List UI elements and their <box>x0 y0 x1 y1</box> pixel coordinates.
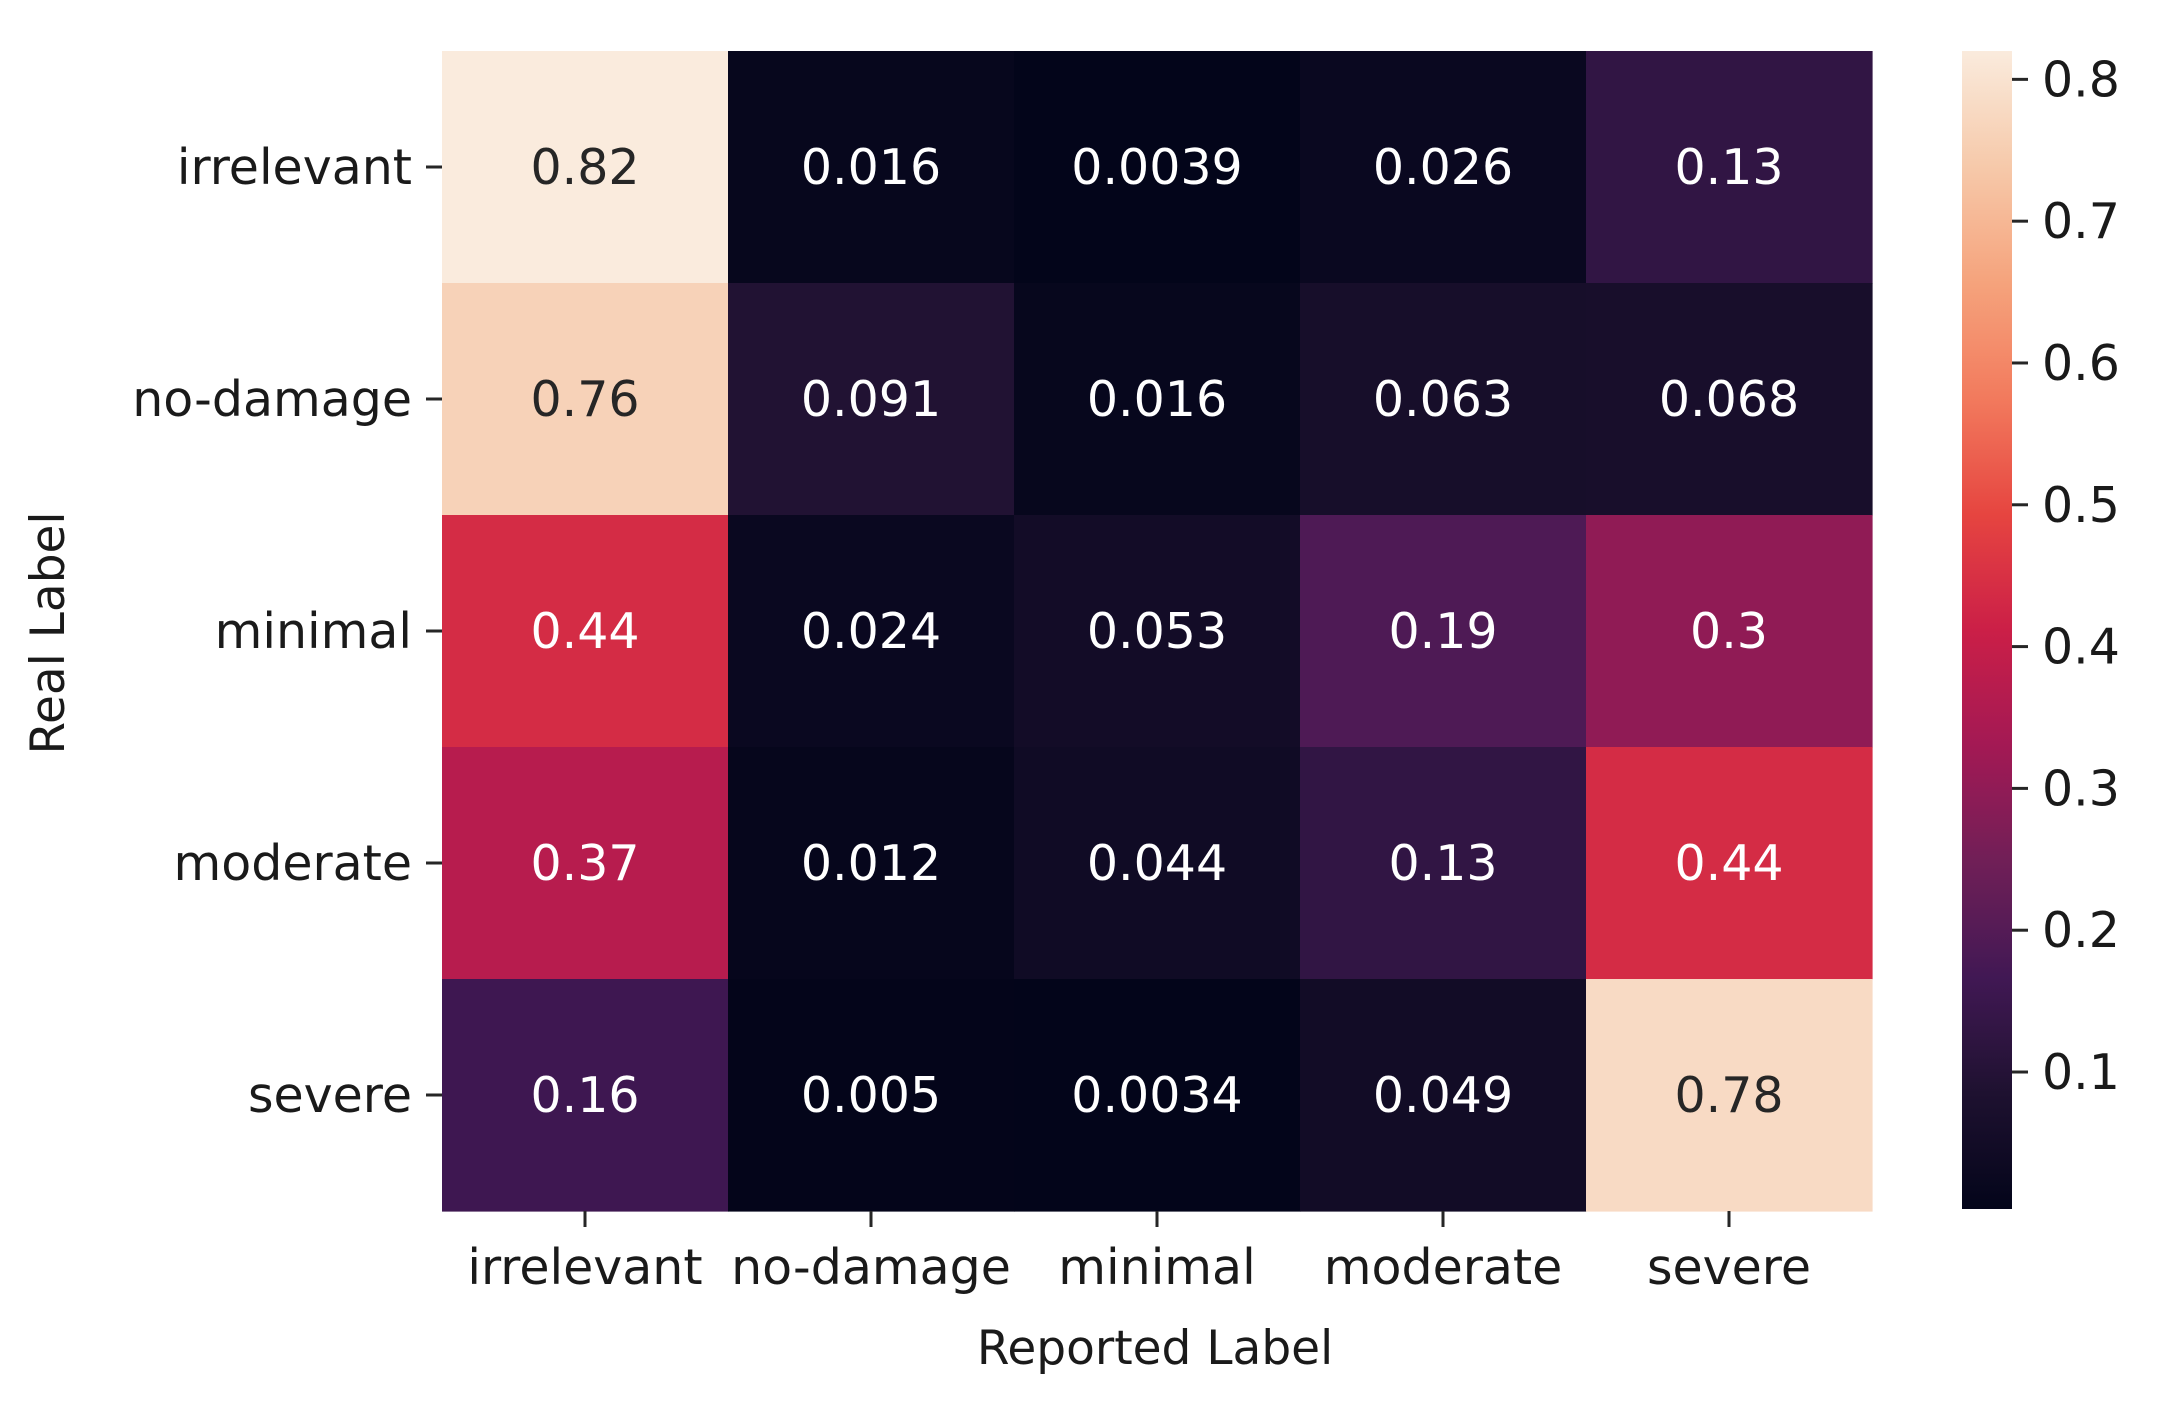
x-tick-label: severe <box>1647 1239 1811 1296</box>
colorbar-tick-label: 0.5 <box>2042 477 2120 534</box>
heatmap-cell <box>728 515 1015 748</box>
cell-value-label: 0.044 <box>1087 835 1227 892</box>
heatmap-cell <box>1586 747 1873 980</box>
heatmap-cell <box>1586 515 1873 748</box>
cell-value-label: 0.024 <box>801 603 941 660</box>
heatmap-cell <box>1300 515 1587 748</box>
cell-value-label: 0.053 <box>1087 603 1227 660</box>
heatmap-cell <box>442 515 729 748</box>
y-axis: irrelevant no-damage minimal moderate severe <box>132 139 442 1124</box>
cell-value-label: 0.016 <box>1087 371 1227 428</box>
heatmap-cell <box>1586 283 1873 516</box>
cell-value-label: 0.44 <box>1674 835 1783 892</box>
x-tick-label: minimal <box>1058 1239 1255 1296</box>
heatmap-cells <box>442 51 1873 1212</box>
colorbar-tick-label: 0.7 <box>2042 193 2120 250</box>
colorbar-tick-label: 0.6 <box>2042 335 2120 392</box>
heatmap-cell <box>728 283 1015 516</box>
cell-value-label: 0.13 <box>1388 835 1497 892</box>
cell-value-label: 0.0039 <box>1071 139 1242 196</box>
heatmap-cell <box>1586 51 1873 284</box>
colorbar-gradient <box>1962 51 2012 1209</box>
cell-value-label: 0.78 <box>1674 1067 1783 1124</box>
heatmap-cell <box>442 51 729 284</box>
cell-value-label: 0.3 <box>1690 603 1768 660</box>
heatmap-cell <box>1300 979 1587 1212</box>
cell-value-label: 0.44 <box>530 603 639 660</box>
heatmap-cell <box>1300 51 1587 284</box>
cell-value-label: 0.026 <box>1373 139 1513 196</box>
colorbar-tick-label: 0.4 <box>2042 619 2120 676</box>
heatmap-cell <box>1014 747 1301 980</box>
colorbar-tick-label: 0.3 <box>2042 760 2120 817</box>
cell-value-label: 0.82 <box>530 139 639 196</box>
colorbar-tick-label: 0.8 <box>2042 51 2120 108</box>
heatmap-cell <box>1014 51 1301 284</box>
cell-value-label: 0.016 <box>801 139 941 196</box>
cell-value-label: 0.16 <box>530 1067 639 1124</box>
cell-value-label: 0.091 <box>801 371 941 428</box>
colorbar-tick-label: 0.1 <box>2042 1044 2120 1101</box>
heatmap-cell <box>728 747 1015 980</box>
x-tick-label: irrelevant <box>467 1239 702 1296</box>
y-axis-label: Real Label <box>21 511 76 754</box>
heatmap-cell <box>728 979 1015 1212</box>
cell-value-label: 0.13 <box>1674 139 1783 196</box>
heatmap-cell <box>1586 979 1873 1212</box>
cell-value-label: 0.37 <box>530 835 639 892</box>
heatmap-cell <box>1014 979 1301 1212</box>
heatmap-cell <box>442 747 729 980</box>
cell-value-label: 0.005 <box>801 1067 941 1124</box>
cell-value-label: 0.76 <box>530 371 639 428</box>
heatmap-cell <box>442 283 729 516</box>
cell-value-label: 0.0034 <box>1071 1067 1242 1124</box>
y-tick-label: irrelevant <box>177 139 412 196</box>
cell-annotations: 0.82 0.016 0.0039 0.026 0.13 0.76 0.091 0.016 0.… <box>530 139 1799 1124</box>
y-tick-label: severe <box>248 1067 412 1124</box>
heatmap-cell <box>442 979 729 1212</box>
y-tick-label: minimal <box>215 603 412 660</box>
x-axis-label: Reported Label <box>977 1321 1333 1376</box>
cell-value-label: 0.012 <box>801 835 941 892</box>
y-tick-label: moderate <box>174 835 413 892</box>
heatmap-cell <box>1300 747 1587 980</box>
colorbar-tick-label: 0.2 <box>2042 902 2120 959</box>
heatmap-cell <box>1014 283 1301 516</box>
y-tick-label: no-damage <box>132 371 412 428</box>
cell-value-label: 0.068 <box>1659 371 1799 428</box>
heatmap-cell <box>728 51 1015 284</box>
x-tick-label: no-damage <box>731 1239 1011 1296</box>
cell-value-label: 0.063 <box>1373 371 1513 428</box>
x-tick-label: moderate <box>1324 1239 1563 1296</box>
x-axis: irrelevant no-damage minimal moderate severe <box>467 1211 1811 1296</box>
heatmap-cell <box>1300 283 1587 516</box>
colorbar: 0.1 0.2 0.3 0.4 0.5 0.6 0.7 0.8 <box>1962 51 2120 1209</box>
cell-value-label: 0.19 <box>1388 603 1497 660</box>
cell-value-label: 0.049 <box>1373 1067 1513 1124</box>
heatmap-cell <box>1014 515 1301 748</box>
